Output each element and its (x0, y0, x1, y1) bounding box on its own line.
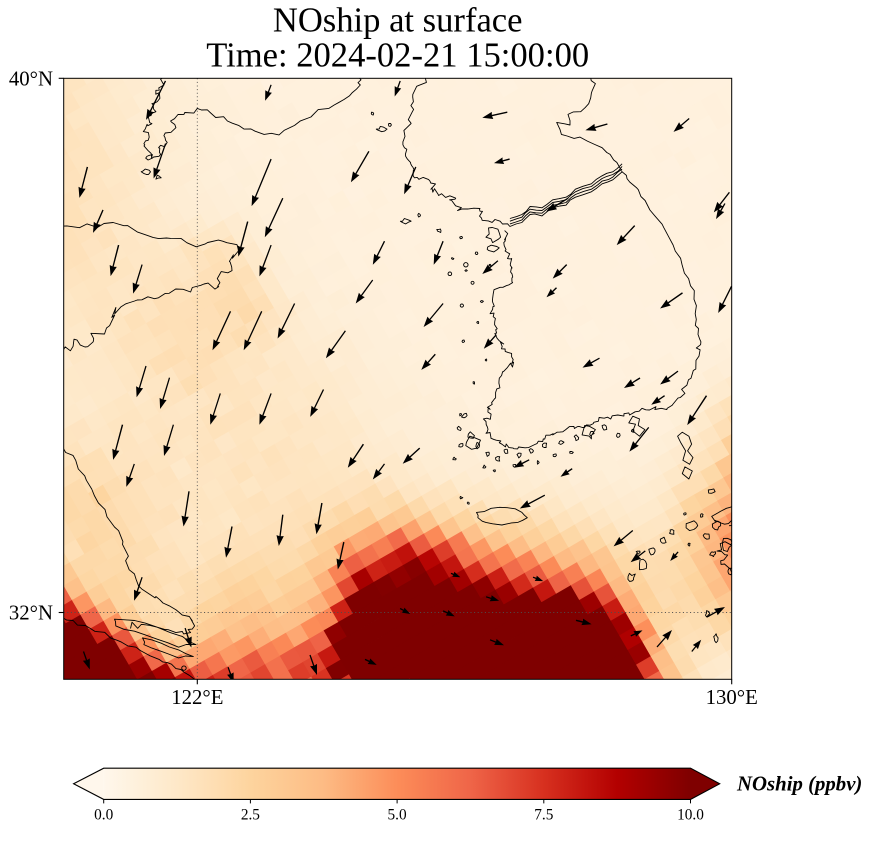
svg-text:5.0: 5.0 (388, 807, 407, 824)
svg-text:10.0: 10.0 (677, 807, 704, 824)
svg-text:7.5: 7.5 (534, 807, 553, 824)
svg-text:130°E: 130°E (706, 686, 758, 709)
svg-text:122°E: 122°E (171, 686, 223, 709)
svg-text:0.0: 0.0 (94, 807, 113, 824)
svg-text:32°N: 32°N (9, 602, 53, 625)
svg-text:NOship (ppbv): NOship (ppbv) (736, 773, 862, 796)
svg-text:40°N: 40°N (9, 68, 53, 91)
svg-text:Time: 2024-02-21 15:00:00: Time: 2024-02-21 15:00:00 (206, 37, 589, 75)
svg-text:NOship at surface: NOship at surface (273, 1, 523, 39)
svg-text:2.5: 2.5 (241, 807, 260, 824)
